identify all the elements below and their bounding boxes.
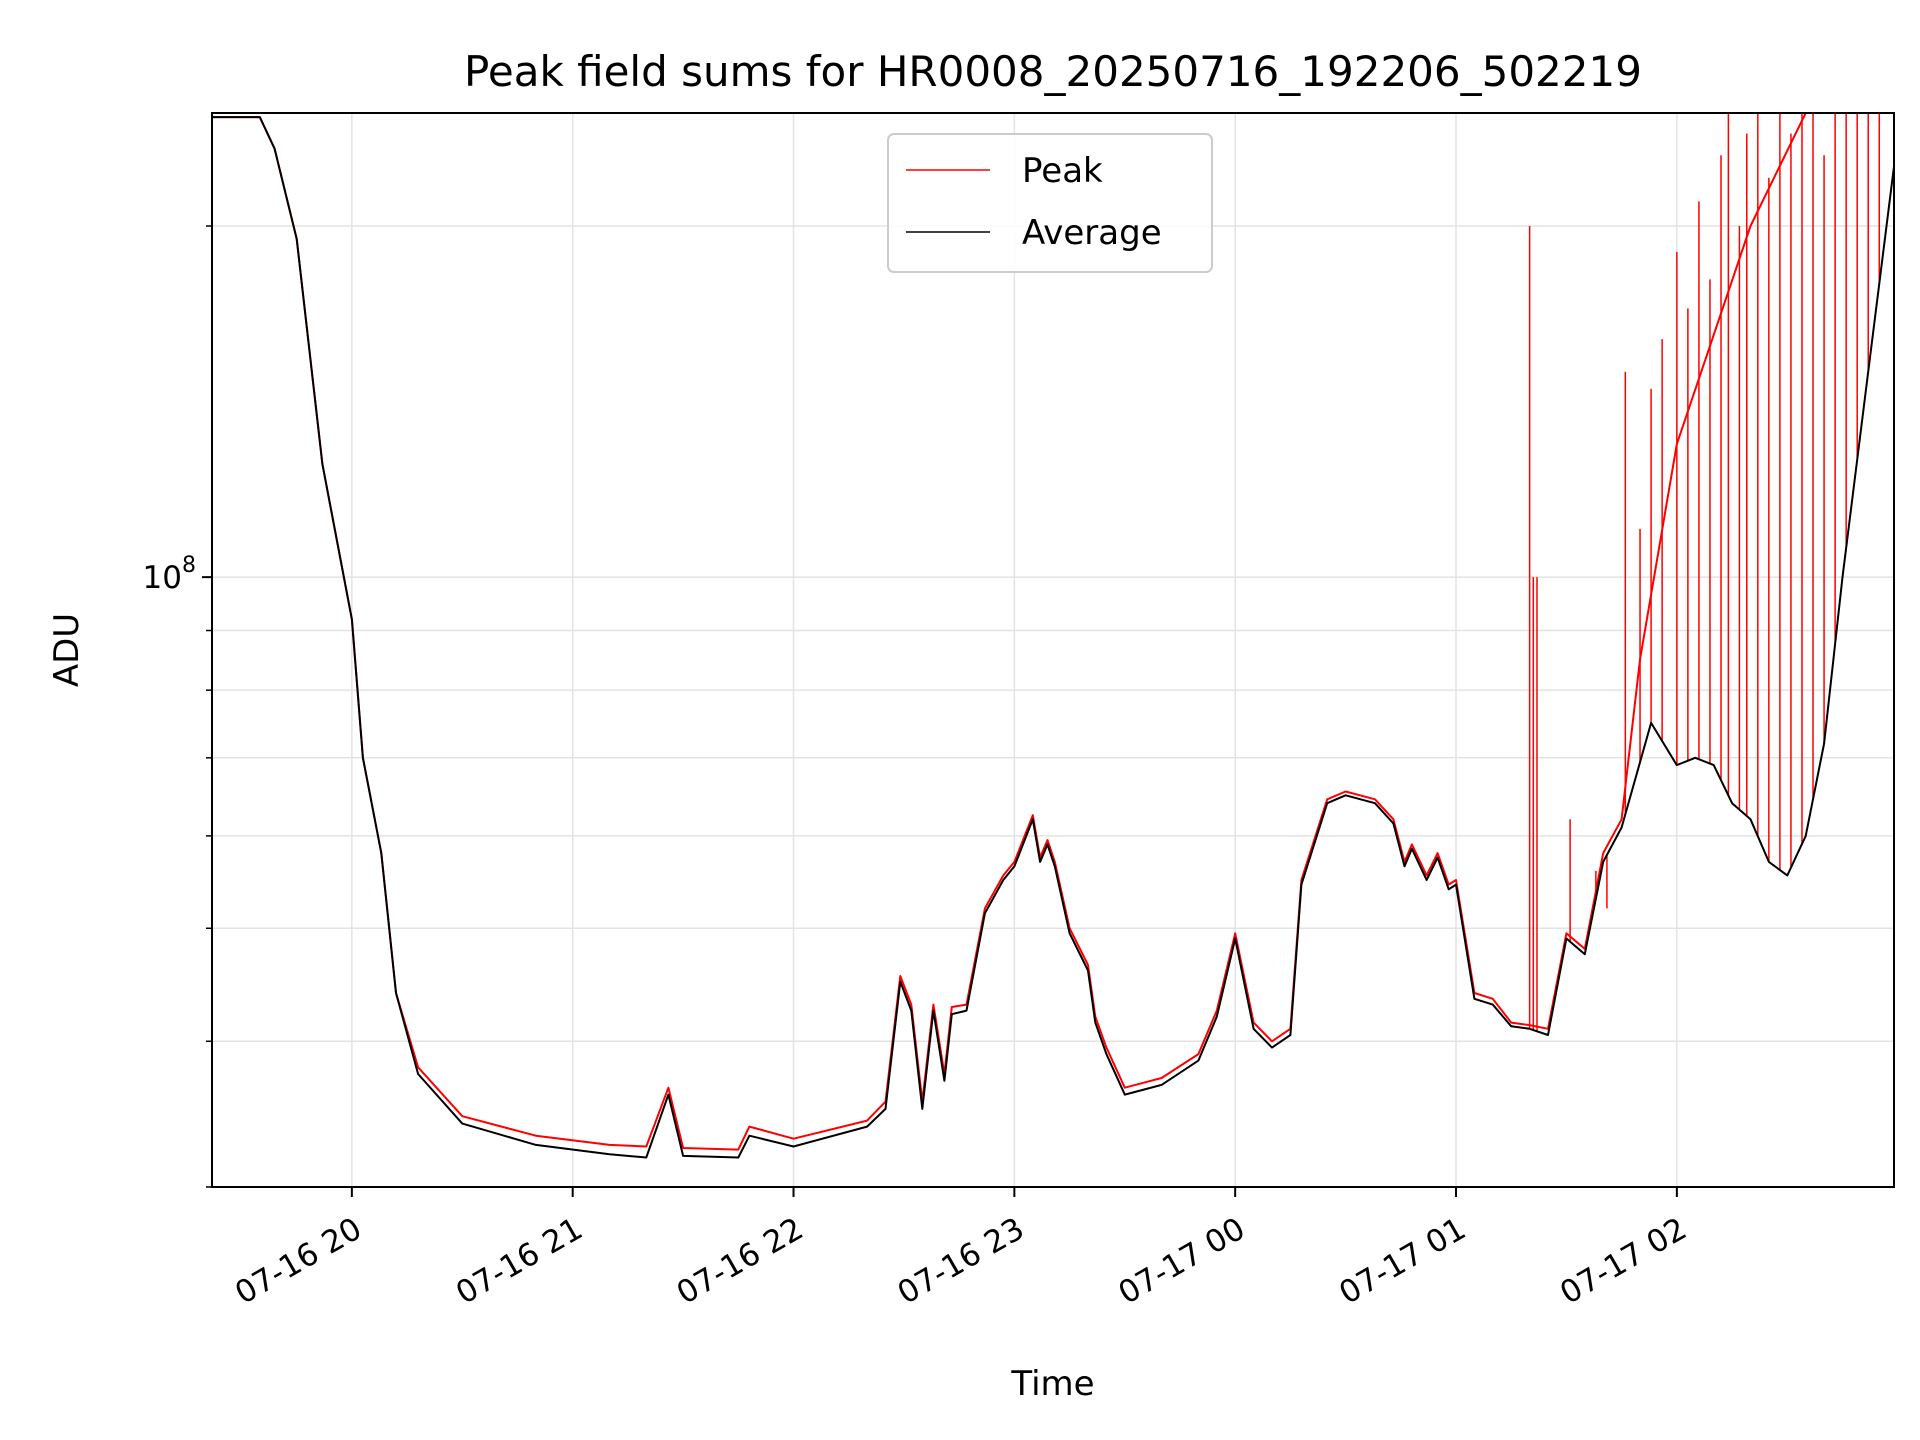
legend-label-average: Average xyxy=(1022,213,1162,253)
x-tick-label: 07-16 23 xyxy=(892,1211,1031,1312)
series-average xyxy=(212,116,1895,1159)
series-line-average xyxy=(212,116,1895,1159)
x-axis-label: Time xyxy=(1010,1364,1094,1404)
x-tick-label: 07-17 00 xyxy=(1112,1211,1251,1312)
x-tick-label: 07-16 22 xyxy=(671,1211,810,1312)
grid xyxy=(212,113,1894,1188)
x-axis: 07-16 20 07-16 21 07-16 22 07-16 23 07-17 00… xyxy=(229,1187,1693,1312)
series-peak xyxy=(212,112,1894,1151)
x-tick-label: 07-16 21 xyxy=(450,1211,589,1312)
x-tick-label: 07-17 01 xyxy=(1333,1211,1472,1312)
y-axis-label: ADU xyxy=(47,613,87,687)
y-tick-label: 108 xyxy=(143,553,196,596)
series-line-peak xyxy=(212,112,1894,1151)
x-tick-label: 07-17 02 xyxy=(1554,1211,1693,1312)
chart-title: Peak field sums for HR0008_20250716_1922… xyxy=(464,47,1642,96)
legend-box xyxy=(887,133,1213,273)
legend: Peak Average xyxy=(887,133,1213,273)
x-tick-label: 07-16 20 xyxy=(229,1211,368,1312)
legend-label-peak: Peak xyxy=(1022,151,1103,191)
y-axis: 108 xyxy=(143,225,212,1188)
plot-frame xyxy=(211,112,1895,1188)
